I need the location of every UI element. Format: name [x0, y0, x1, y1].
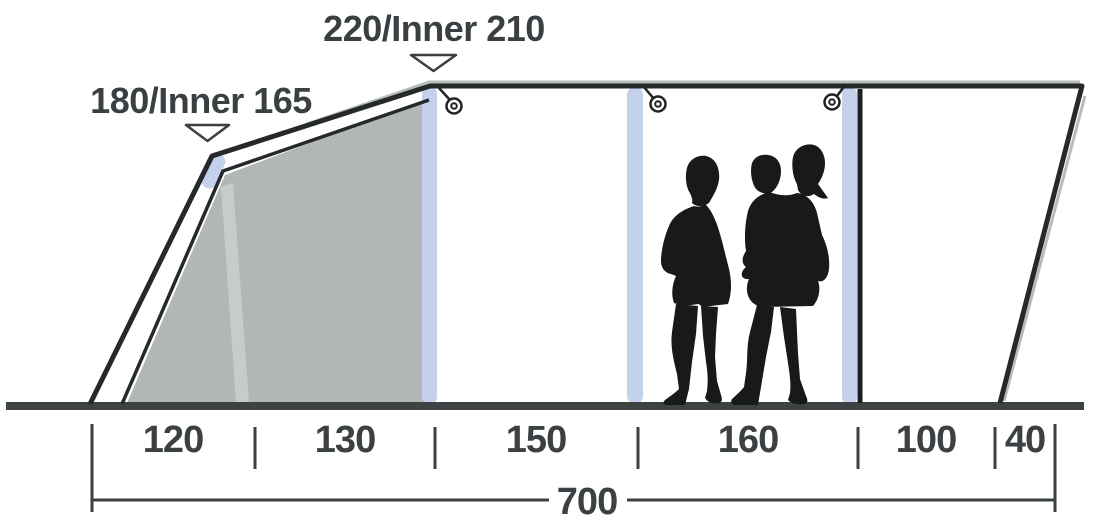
- air-pole-front-bend: [201, 153, 226, 189]
- dimension-label-150: 150: [505, 419, 567, 461]
- peak-marker-icon: [184, 123, 231, 143]
- height-label-main: 220/Inner 210: [323, 8, 545, 49]
- tent-outer-outline: [87, 83, 1085, 406]
- inner-tent-panel: [127, 98, 429, 403]
- hang-ring-icon: [438, 87, 463, 115]
- person-silhouette: [685, 155, 720, 206]
- total-dimension-label: 700: [556, 481, 618, 523]
- dimension-label-100: 100: [895, 419, 957, 461]
- ground-line: [6, 402, 1084, 410]
- tent-inner-wall-line: [120, 98, 430, 405]
- air-pole-2: [627, 87, 643, 404]
- air-pole-1: [422, 87, 437, 404]
- hang-ring-icon: [643, 86, 667, 113]
- inner-tent-seam: [221, 183, 249, 403]
- rear-wall-shadow-line: [1002, 95, 1087, 402]
- dimension-label-160: 160: [717, 419, 779, 461]
- dimension-label-40: 40: [1004, 419, 1046, 461]
- air-pole-3: [842, 87, 857, 404]
- hang-ring-icon: [823, 83, 847, 111]
- family-silhouette: [661, 144, 830, 405]
- dimension-label-130: 130: [314, 419, 376, 461]
- dimension-ticks: [90, 424, 1057, 512]
- height-label-front: 180/Inner 165: [90, 80, 312, 121]
- dimension-label-120: 120: [142, 419, 204, 461]
- child-silhouette: [751, 154, 781, 194]
- peak-marker-icon: [409, 53, 458, 73]
